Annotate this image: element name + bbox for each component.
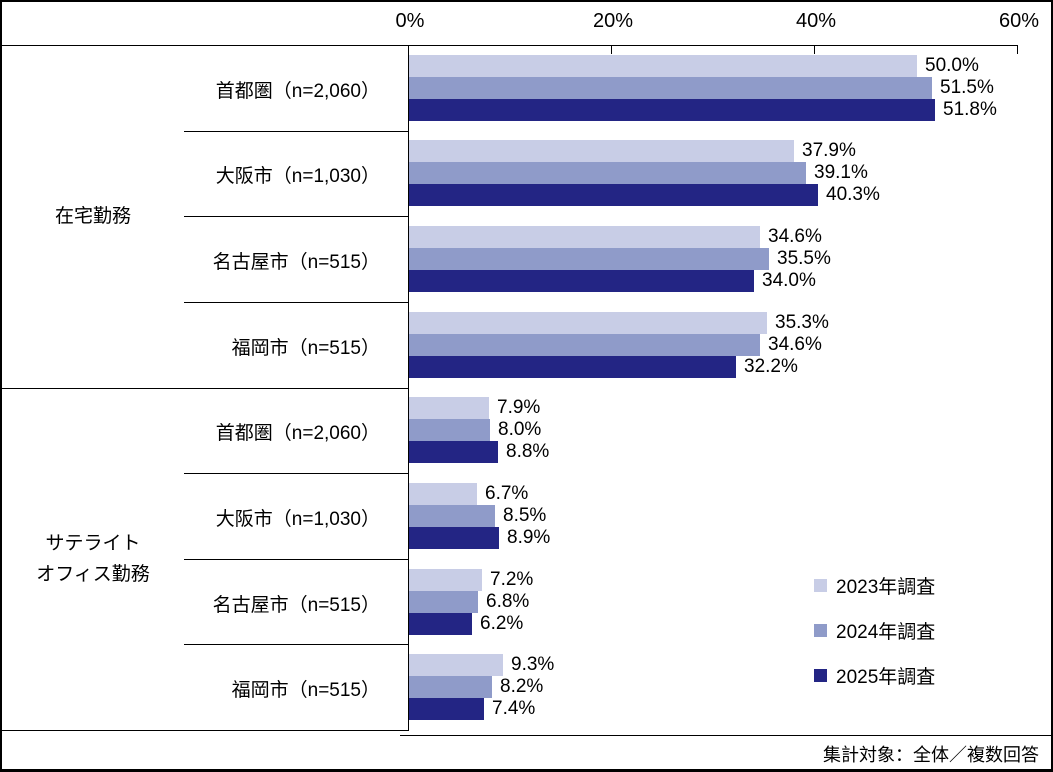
bar-2024年調査 [409,591,478,613]
section-separator-line [2,388,409,389]
section-separator-line [2,730,409,731]
x-axis-tick-20 [611,45,612,54]
legend-item-2025: 2025年調査 [814,662,935,689]
bar-2025年調査 [409,184,818,206]
bar-value-label: 39.1% [814,162,868,183]
region-label: 首都圏（n=2,060） [215,81,380,102]
x-axis-tick-60 [1017,45,1018,54]
category-label: 在宅勤務 [54,205,131,227]
bar-2023年調査 [409,226,760,248]
bar-2025年調査 [409,270,754,292]
bar-2023年調査 [409,397,489,419]
legend-swatch-2023-icon [814,579,827,592]
row-separator-line [184,302,409,303]
legend-label-2023: 2023年調査 [836,577,936,598]
bar-value-label: 8.0% [498,419,542,440]
bar-value-label: 9.3% [511,654,555,675]
bar-value-label: 6.2% [480,613,524,634]
bar-value-label: 32.2% [744,356,798,377]
bar-2024年調査 [409,419,490,441]
bar-2023年調査 [409,654,503,676]
bar-value-label: 37.9% [802,140,856,161]
bar-value-label: 51.5% [940,77,994,98]
bar-2023年調査 [409,569,482,591]
legend-swatch-2024-icon [814,624,827,637]
plot-bottom-line [400,735,1051,736]
legend-item-2023: 2023年調査 [814,572,935,599]
region-label: 福岡市（n=515） [231,338,380,359]
footer-note: 集計対象：全体／複数回答 [823,745,1039,765]
bar-value-label: 50.0% [925,55,979,76]
bar-2024年調査 [409,77,932,99]
row-separator-line [184,216,409,217]
bar-2023年調査 [409,55,917,77]
row-separator-line [184,644,409,645]
category-label: サテライト オフィス勤務 [36,532,150,585]
bar-2023年調査 [409,140,794,162]
bar-value-label: 35.3% [775,312,829,333]
bar-value-label: 7.2% [490,569,534,590]
region-label: 名古屋市（n=515） [212,252,380,273]
region-label: 福岡市（n=515） [231,680,380,701]
bar-value-label: 8.2% [500,676,544,697]
x-axis-tick-40 [814,45,815,54]
bar-value-label: 8.9% [507,527,551,548]
bar-value-label: 51.8% [943,99,997,120]
bar-value-label: 8.8% [506,441,550,462]
legend-label-2024: 2024年調査 [836,622,936,643]
bar-2023年調査 [409,312,767,334]
y-axis-line [408,45,409,730]
region-label: 名古屋市（n=515） [212,595,380,616]
region-label: 大阪市（n=1,030） [215,166,380,187]
bar-2025年調査 [409,613,472,635]
bar-value-label: 6.7% [485,483,529,504]
row-separator-line [184,473,409,474]
bar-2025年調査 [409,99,935,121]
bar-value-label: 7.4% [492,698,536,719]
region-label: 首都圏（n=2,060） [215,423,380,444]
bar-2025年調査 [409,356,736,378]
x-axis-tick-label-20: 20% [592,10,634,32]
bar-2025年調査 [409,527,499,549]
bar-2024年調査 [409,334,760,356]
bar-value-label: 40.3% [826,184,880,205]
bar-value-label: 34.6% [768,334,822,355]
row-separator-line [184,559,409,560]
bar-value-label: 34.6% [768,226,822,247]
bar-value-label: 8.5% [503,505,547,526]
bar-2024年調査 [409,676,492,698]
bar-2025年調査 [409,441,498,463]
x-axis-tick-label-40: 40% [795,10,837,32]
bar-2025年調査 [409,698,484,720]
legend-label-2025: 2025年調査 [836,667,936,688]
bar-2024年調査 [409,505,495,527]
bar-value-label: 35.5% [777,248,831,269]
bar-value-label: 34.0% [762,270,816,291]
x-axis-tick-label-60: 60% [998,10,1040,32]
row-separator-line [184,131,409,132]
bar-value-label: 6.8% [486,591,530,612]
bar-2024年調査 [409,162,806,184]
x-axis-line [2,45,1018,46]
x-axis-tick-label-0: 0% [395,10,425,32]
bar-2024年調査 [409,248,769,270]
region-label: 大阪市（n=1,030） [215,509,380,530]
bar-2023年調査 [409,483,477,505]
legend-item-2024: 2024年調査 [814,617,935,644]
bar-value-label: 7.9% [497,397,541,418]
legend-swatch-2025-icon [814,669,827,682]
